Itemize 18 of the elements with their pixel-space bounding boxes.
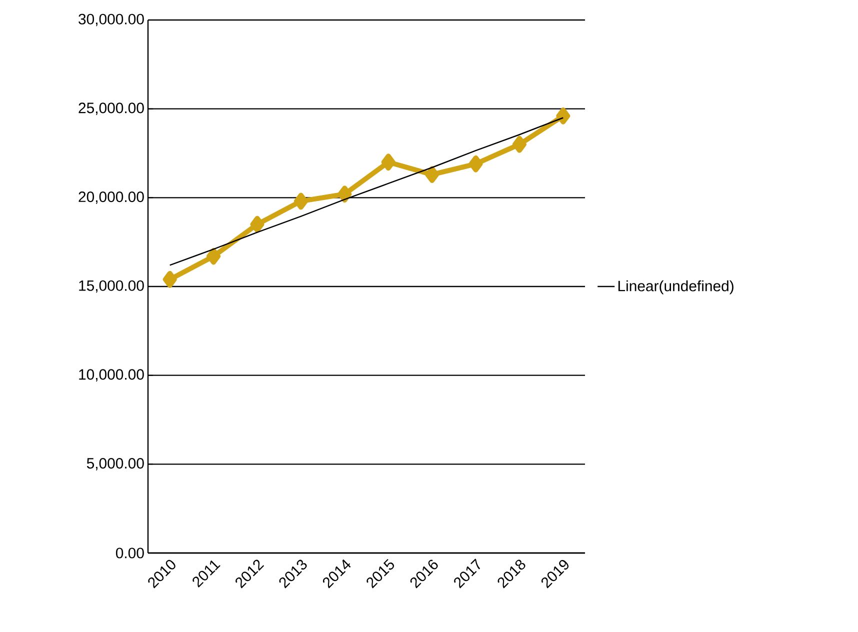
y-tick-label: 10,000.00 — [79, 369, 144, 382]
point — [294, 192, 308, 210]
y-tick-label: 20,000.00 — [78, 191, 144, 204]
legend-label: Linear(undefined) — [618, 280, 734, 294]
point — [425, 166, 440, 184]
point — [206, 248, 221, 265]
y-tick-label: 5,000.00 — [86, 458, 144, 470]
point — [556, 107, 570, 124]
point — [250, 216, 264, 233]
y-tick-label: 0.00 — [116, 548, 144, 558]
point — [162, 270, 177, 288]
point — [468, 155, 483, 172]
point — [381, 154, 396, 171]
point — [512, 136, 526, 153]
y-tick-label: 30,000.00 — [78, 14, 144, 26]
point — [338, 186, 352, 203]
y-tick-label: 25,000.00 — [78, 102, 144, 115]
y-tick-label: 15,000.00 — [79, 280, 144, 293]
